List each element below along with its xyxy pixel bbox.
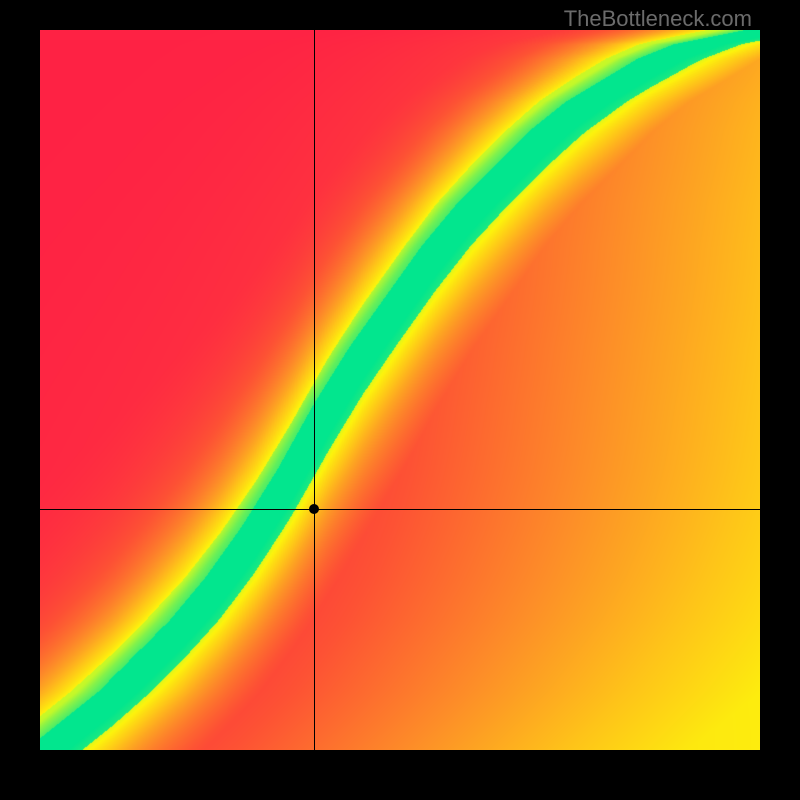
heatmap-plot — [40, 30, 760, 750]
marker-point — [309, 504, 319, 514]
crosshair-vertical — [314, 30, 315, 750]
watermark-text: TheBottleneck.com — [564, 6, 752, 32]
heatmap-canvas — [40, 30, 760, 750]
crosshair-horizontal — [40, 509, 760, 510]
